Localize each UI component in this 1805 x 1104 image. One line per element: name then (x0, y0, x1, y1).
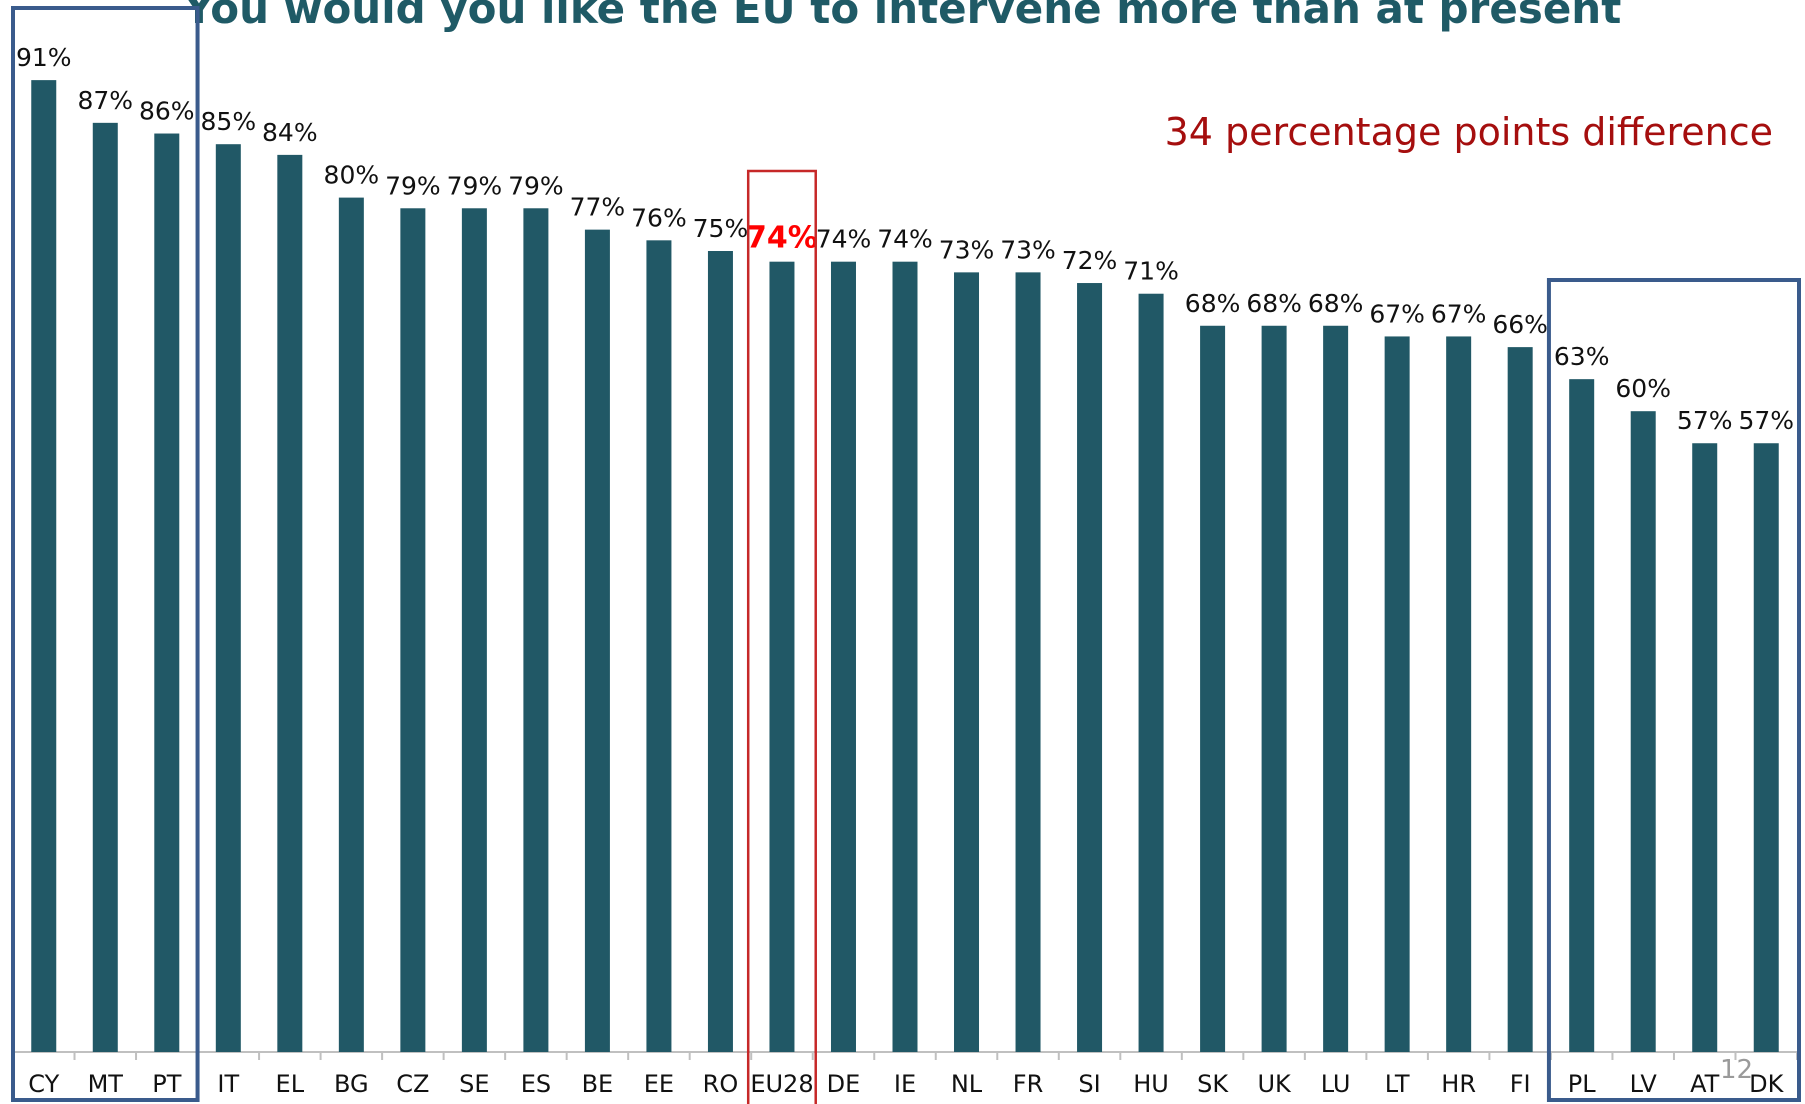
value-label: 66% (1492, 310, 1548, 339)
page-number: 12 (1720, 1055, 1754, 1085)
bar-dk (1753, 443, 1779, 1052)
eu28-highlight-box (746, 169, 817, 1104)
bar-fr (1015, 272, 1041, 1052)
bar-pt (154, 133, 180, 1052)
category-label: SE (459, 1070, 489, 1098)
value-label: 68% (1246, 289, 1302, 318)
bar-eu28 (769, 261, 795, 1052)
category-label: EL (276, 1070, 305, 1098)
category-label: SI (1078, 1070, 1100, 1098)
value-label: 67% (1369, 299, 1425, 328)
category-label: LV (1630, 1070, 1658, 1098)
chart-title: You would you like the EU to intervene m… (183, 0, 1622, 33)
bar-mt (92, 122, 118, 1053)
value-label: 87% (77, 86, 133, 115)
value-label: 74% (746, 221, 818, 256)
value-label: 71% (1123, 257, 1179, 286)
bar-cy (31, 80, 57, 1053)
category-label: HU (1133, 1070, 1169, 1098)
bar-at (1692, 443, 1718, 1052)
value-label: 73% (939, 235, 995, 264)
bar-ro (707, 251, 733, 1052)
bar-hr (1446, 336, 1472, 1052)
category-label: FR (1013, 1070, 1043, 1098)
value-label: 63% (1554, 342, 1610, 371)
bar-ee (646, 240, 672, 1052)
value-label: 86% (139, 97, 195, 126)
value-label: 79% (447, 171, 503, 200)
difference-annotation: 34 percentage points difference (1164, 110, 1773, 154)
value-label: 79% (385, 171, 441, 200)
bar-nl (954, 272, 980, 1052)
group-highlight-box (1546, 278, 1801, 1102)
group-highlight-box (11, 6, 200, 1102)
category-label: AT (1690, 1070, 1720, 1098)
bar-pl (1569, 379, 1595, 1052)
value-label: 73% (1000, 235, 1056, 264)
category-label: IE (894, 1070, 916, 1098)
bar-cz (400, 208, 426, 1052)
value-label: 68% (1308, 289, 1364, 318)
category-label: LU (1321, 1070, 1351, 1098)
category-label: CZ (396, 1070, 429, 1098)
category-label: BE (582, 1070, 614, 1098)
bar-de (830, 261, 856, 1052)
category-label: RO (703, 1070, 739, 1098)
value-label: 74% (816, 225, 872, 254)
value-label: 76% (631, 203, 687, 232)
bar-uk (1261, 325, 1287, 1052)
bar-lt (1384, 336, 1410, 1052)
bar-hu (1138, 293, 1164, 1053)
value-label: 75% (693, 214, 749, 243)
value-label: 84% (262, 118, 318, 147)
category-label: CY (28, 1070, 59, 1098)
value-label: 74% (877, 225, 933, 254)
bar-be (584, 229, 610, 1052)
category-label: DE (827, 1070, 861, 1098)
bar-lu (1323, 325, 1349, 1052)
bar-it (215, 144, 241, 1052)
value-label: 60% (1615, 374, 1671, 403)
value-label: 85% (201, 107, 257, 136)
bar-el (277, 154, 303, 1052)
category-label: NL (951, 1070, 983, 1098)
bar-lv (1630, 411, 1656, 1052)
bar-fi (1507, 347, 1533, 1052)
category-label: UK (1257, 1070, 1292, 1098)
category-label: DK (1749, 1070, 1784, 1098)
value-label: 67% (1431, 299, 1487, 328)
category-label: MT (88, 1070, 124, 1098)
category-label: EU28 (750, 1070, 813, 1098)
bar-sk (1200, 325, 1226, 1052)
category-label: SK (1197, 1070, 1229, 1098)
category-label: EE (644, 1070, 674, 1098)
category-label: FI (1510, 1070, 1531, 1098)
bar-bg (338, 197, 364, 1053)
bar-si (1077, 283, 1103, 1052)
value-label: 77% (570, 193, 626, 222)
category-label: LT (1385, 1070, 1410, 1098)
value-label: 68% (1185, 289, 1241, 318)
bar-es (523, 208, 549, 1052)
category-label: IT (217, 1070, 239, 1098)
value-label: 57% (1677, 406, 1733, 435)
value-label: 79% (508, 171, 564, 200)
value-label: 91% (16, 43, 72, 72)
bar-ie (892, 261, 918, 1052)
category-label: ES (521, 1070, 551, 1098)
category-label: PT (152, 1070, 181, 1098)
value-label: 80% (324, 161, 380, 190)
bar-se (461, 208, 487, 1052)
category-label: HR (1441, 1070, 1476, 1098)
value-label: 57% (1738, 406, 1794, 435)
category-label: PL (1568, 1070, 1596, 1098)
category-label: BG (334, 1070, 369, 1098)
value-label: 72% (1062, 246, 1118, 275)
